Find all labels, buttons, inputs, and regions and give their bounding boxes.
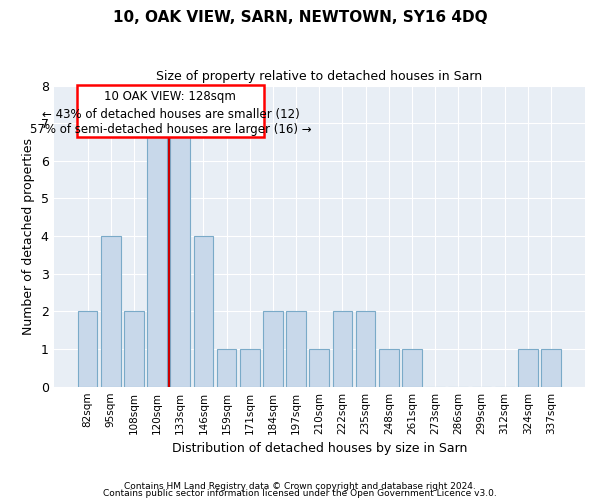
Bar — [147, 123, 167, 386]
Bar — [101, 236, 121, 386]
Bar — [263, 312, 283, 386]
Bar — [170, 123, 190, 386]
Bar — [402, 349, 422, 387]
Bar — [356, 312, 376, 386]
Text: 10 OAK VIEW: 128sqm: 10 OAK VIEW: 128sqm — [104, 90, 236, 102]
Bar — [379, 349, 398, 387]
Text: ← 43% of detached houses are smaller (12): ← 43% of detached houses are smaller (12… — [41, 108, 299, 122]
Title: Size of property relative to detached houses in Sarn: Size of property relative to detached ho… — [156, 70, 482, 83]
Bar — [217, 349, 236, 387]
X-axis label: Distribution of detached houses by size in Sarn: Distribution of detached houses by size … — [172, 442, 467, 455]
Text: 10, OAK VIEW, SARN, NEWTOWN, SY16 4DQ: 10, OAK VIEW, SARN, NEWTOWN, SY16 4DQ — [113, 10, 487, 25]
Bar — [124, 312, 144, 386]
Bar — [310, 349, 329, 387]
Text: 57% of semi-detached houses are larger (16) →: 57% of semi-detached houses are larger (… — [29, 124, 311, 136]
Bar — [332, 312, 352, 386]
Bar — [541, 349, 561, 387]
FancyBboxPatch shape — [77, 85, 263, 138]
Bar — [286, 312, 306, 386]
Text: Contains HM Land Registry data © Crown copyright and database right 2024.: Contains HM Land Registry data © Crown c… — [124, 482, 476, 491]
Bar — [78, 312, 97, 386]
Bar — [194, 236, 213, 386]
Y-axis label: Number of detached properties: Number of detached properties — [22, 138, 35, 334]
Bar — [240, 349, 260, 387]
Text: Contains public sector information licensed under the Open Government Licence v3: Contains public sector information licen… — [103, 490, 497, 498]
Bar — [518, 349, 538, 387]
